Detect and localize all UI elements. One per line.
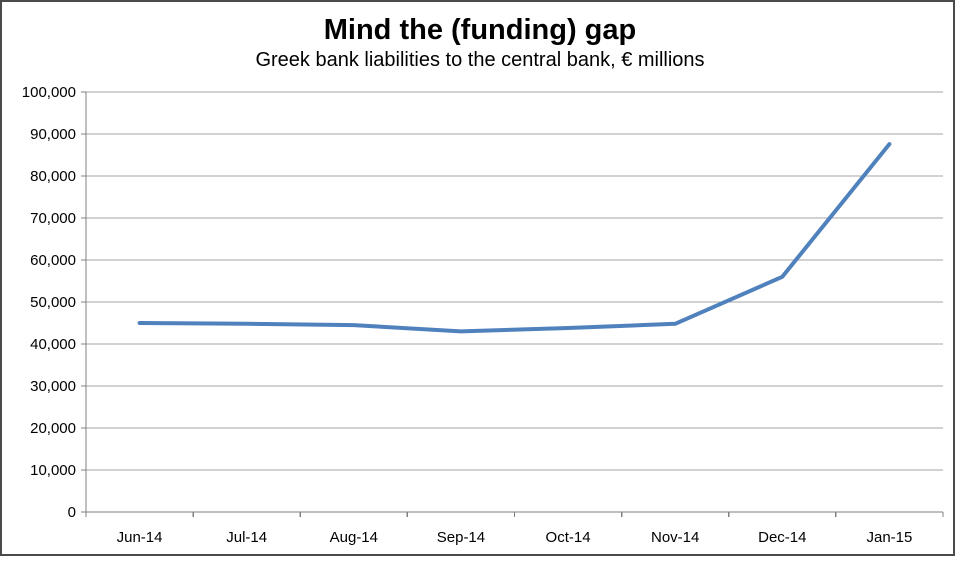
y-tick-label: 90,000 [30, 126, 76, 143]
y-tick-label: 50,000 [30, 294, 76, 311]
chart-subtitle: Greek bank liabilities to the central ba… [255, 49, 705, 71]
y-tick-label: 40,000 [30, 336, 76, 353]
x-tick-label: Aug-14 [330, 529, 378, 546]
x-tick-label: Sep-14 [437, 529, 485, 546]
x-tick-label: Nov-14 [651, 529, 699, 546]
chart-border-frame [0, 0, 955, 556]
x-tick-label: Jun-14 [117, 529, 163, 546]
y-tick-label: 10,000 [30, 462, 76, 479]
y-tick-label: 20,000 [30, 420, 76, 437]
y-tick-label: 100,000 [22, 84, 76, 101]
y-tick-label: 60,000 [30, 252, 76, 269]
chart-title: Mind the (funding) gap [323, 14, 637, 46]
y-tick-label: 30,000 [30, 378, 76, 395]
x-tick-label: Dec-14 [758, 529, 806, 546]
x-tick-label: Jul-14 [226, 529, 267, 546]
data-series-line [137, 142, 892, 334]
y-tick-label: 0 [68, 504, 76, 521]
y-tick-label: 80,000 [30, 168, 76, 185]
y-tick-label: 70,000 [30, 210, 76, 227]
x-tick-label: Oct-14 [546, 529, 591, 546]
x-tick-label: Jan-15 [867, 529, 913, 546]
